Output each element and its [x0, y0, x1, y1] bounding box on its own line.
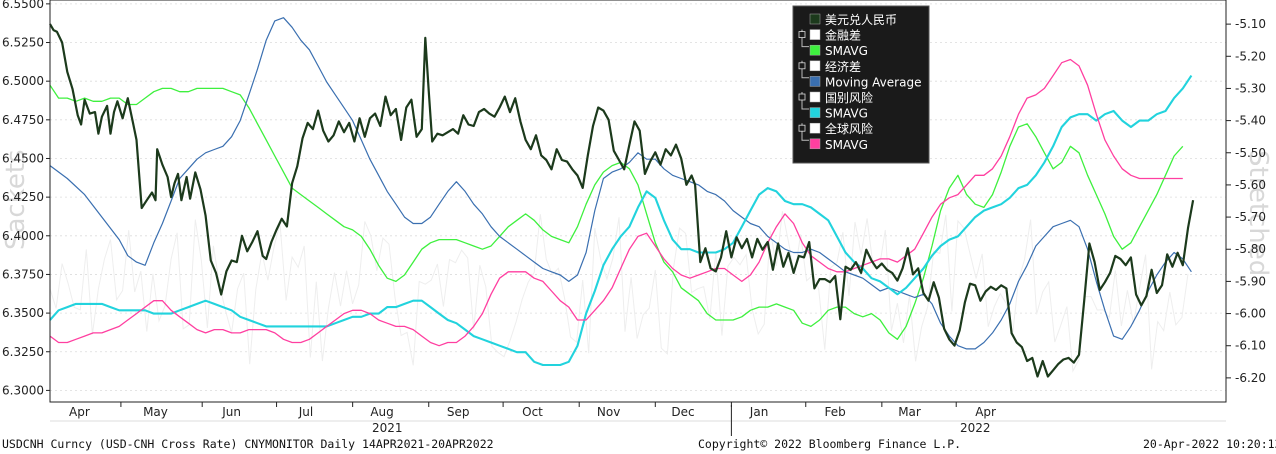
- series-layer: [49, 17, 1195, 378]
- footer-source: USDCNH Curncy (USD-CNH Cross Rate) CNYMO…: [2, 437, 494, 451]
- legend-label: 国别风险: [825, 90, 873, 105]
- right-tick-label: -6.20: [1235, 371, 1266, 385]
- right-tick-label: -5.70: [1235, 210, 1266, 224]
- legend-label: 美元兑人民币: [825, 13, 897, 27]
- left-tick-label: 6.4750: [2, 113, 44, 127]
- x-month-label: Oct: [522, 405, 543, 419]
- x-month-label: Jan: [749, 405, 769, 419]
- noise-line: [49, 211, 1189, 373]
- left-tick-label: 6.3500: [2, 306, 44, 320]
- x-axis: Apr May Jun Jul Aug Sep Oct Nov Dec Jan Feb Mar Apr 2…: [50, 402, 1226, 436]
- series-line-1: [49, 84, 1184, 340]
- legend-swatch: [809, 44, 821, 56]
- right-tick-label: -5.80: [1235, 242, 1266, 256]
- footer-copyright: Copyright© 2022 Bloomberg Finance L.P.: [698, 437, 962, 451]
- x-year-label: 2021: [372, 421, 403, 435]
- right-tick-label: -5.20: [1235, 49, 1266, 63]
- legend-swatch: [809, 138, 821, 150]
- left-tick-label: 6.4250: [2, 190, 44, 204]
- legend-toggle[interactable]: [798, 124, 806, 132]
- legend-label: 金融差: [825, 28, 861, 43]
- x-month-label: Aug: [370, 405, 393, 419]
- watermarks: Sackets Stretched: [1, 149, 1273, 276]
- right-axis: -5.10 -5.20 -5.30 -5.40 -5.50 -5.60 -5.70 -5.80…: [1226, 17, 1266, 385]
- x-month-label: May: [143, 405, 168, 419]
- legend-swatch: [809, 107, 821, 118]
- series-line-2: [49, 17, 1192, 350]
- right-tick-label: -6.10: [1235, 339, 1266, 353]
- legend-label: SMAVG: [825, 138, 868, 152]
- x-month-label: Jun: [221, 405, 241, 419]
- left-tick-label: 6.3750: [2, 267, 44, 281]
- legend-swatch: [809, 29, 821, 40]
- right-tick-label: -5.60: [1235, 178, 1266, 192]
- right-tick-label: -6.00: [1235, 307, 1266, 321]
- legend-label: SMAVG: [825, 44, 868, 58]
- right-tick-label: -5.40: [1235, 114, 1266, 128]
- x-month-label: Dec: [671, 405, 694, 419]
- x-year-label: 2022: [960, 421, 991, 435]
- legend-toggle[interactable]: [798, 93, 806, 101]
- legend-swatch: [809, 13, 821, 25]
- x-month-label: Apr: [69, 405, 90, 419]
- right-tick-label: -5.50: [1235, 146, 1266, 160]
- x-month-label: Nov: [597, 405, 620, 419]
- legend-label: SMAVG: [825, 107, 868, 121]
- left-tick-label: 6.5500: [2, 0, 44, 11]
- watermark-left: Sackets: [1, 149, 31, 250]
- legend-swatch: [809, 122, 821, 134]
- watermark-right: Stretched: [1243, 150, 1273, 276]
- x-month-label: Apr: [975, 405, 996, 419]
- legend-label: 全球风险: [825, 121, 873, 136]
- legend-label: 经济差: [825, 59, 861, 74]
- left-tick-label: 6.3000: [2, 383, 44, 397]
- footer-timestamp: 20-Apr-2022 10:20:13: [1143, 437, 1276, 451]
- x-month-label: Feb: [825, 405, 846, 419]
- left-tick-label: 6.5250: [2, 36, 44, 50]
- left-tick-label: 6.4000: [2, 229, 44, 243]
- right-tick-label: -5.30: [1235, 81, 1266, 95]
- series-line-4: [49, 58, 1183, 347]
- left-tick-label: 6.3250: [2, 345, 44, 359]
- legend-toggle[interactable]: [798, 31, 806, 39]
- plot-area: [50, 0, 1226, 402]
- x-month-label: Sep: [447, 405, 470, 419]
- legend-swatch: [809, 60, 821, 72]
- x-month-label: Jul: [298, 405, 313, 419]
- legend-swatch: [809, 91, 821, 103]
- legend-swatch: [809, 76, 821, 87]
- legend-label: Moving Average: [825, 75, 921, 89]
- plot-border: [49, 0, 1227, 403]
- series-line-3: [49, 75, 1193, 367]
- series-line-0: [49, 23, 1195, 378]
- left-tick-label: 6.5000: [2, 74, 44, 88]
- left-axis: 6.5500 6.5250 6.5000 6.4750 6.4500 6.4250 6.40…: [2, 0, 50, 397]
- x-month-label: Mar: [898, 405, 921, 419]
- left-tick-label: 6.4500: [2, 151, 44, 165]
- right-tick-label: -5.90: [1235, 274, 1266, 288]
- legend-toggle[interactable]: [798, 62, 806, 70]
- background-noise: [49, 211, 1189, 373]
- right-tick-label: -5.10: [1235, 17, 1266, 31]
